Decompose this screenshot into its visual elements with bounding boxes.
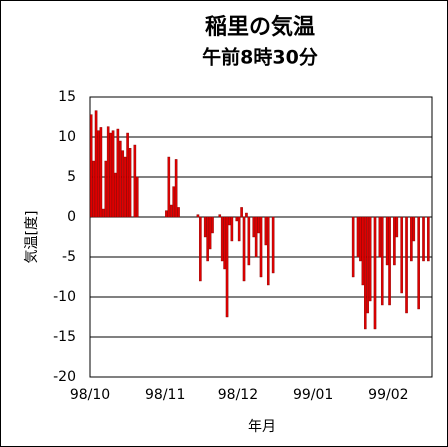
bar bbox=[373, 216, 377, 330]
bar bbox=[385, 216, 389, 266]
bar bbox=[405, 216, 408, 314]
bar bbox=[395, 216, 399, 238]
y-tick-label: 0 bbox=[67, 209, 76, 225]
bar bbox=[242, 216, 246, 282]
y-axis-label: 気温[度] bbox=[24, 211, 40, 264]
bar bbox=[109, 132, 112, 218]
bar bbox=[252, 216, 256, 238]
bar bbox=[174, 159, 178, 218]
bar bbox=[196, 214, 200, 218]
chart-subtitle: 午前8時30分 bbox=[202, 46, 318, 69]
chart-title: 稲里の気温 bbox=[205, 14, 315, 40]
bar bbox=[366, 216, 370, 314]
bar bbox=[102, 208, 105, 218]
bar bbox=[259, 216, 263, 278]
bar bbox=[393, 216, 396, 266]
y-tick-label: -10 bbox=[53, 289, 76, 305]
x-tick-label: 99/02 bbox=[368, 387, 408, 403]
bar bbox=[106, 126, 110, 218]
bar bbox=[177, 207, 180, 218]
bar bbox=[359, 216, 362, 262]
bar bbox=[111, 130, 115, 218]
bar bbox=[121, 150, 125, 218]
bar bbox=[378, 216, 382, 258]
x-tick-label: 98/12 bbox=[218, 387, 258, 403]
x-tick-label: 98/11 bbox=[145, 387, 185, 403]
bar bbox=[126, 132, 129, 218]
bar bbox=[368, 216, 372, 302]
bar bbox=[356, 216, 360, 258]
bar bbox=[99, 127, 103, 218]
bar bbox=[240, 207, 243, 218]
bar bbox=[211, 216, 214, 234]
bar bbox=[206, 216, 209, 262]
y-tick-label: -15 bbox=[53, 329, 76, 345]
y-tick-label: -20 bbox=[53, 369, 76, 385]
bar bbox=[97, 130, 100, 218]
bar bbox=[410, 216, 413, 262]
bar bbox=[417, 216, 420, 310]
bar bbox=[203, 216, 207, 238]
bar bbox=[400, 216, 403, 294]
bar bbox=[228, 216, 231, 226]
bar bbox=[220, 216, 224, 262]
bar bbox=[208, 216, 212, 250]
bar bbox=[133, 144, 137, 218]
bar bbox=[264, 216, 268, 246]
bar bbox=[199, 216, 202, 282]
bar bbox=[257, 216, 260, 234]
x-tick-label: 98/10 bbox=[70, 387, 110, 403]
bar bbox=[119, 140, 122, 218]
bar bbox=[380, 216, 384, 306]
bar bbox=[427, 216, 430, 262]
bar bbox=[266, 216, 270, 286]
bar bbox=[104, 160, 108, 218]
bar bbox=[128, 147, 132, 218]
bar bbox=[218, 214, 222, 218]
bar bbox=[351, 216, 355, 278]
bar bbox=[123, 156, 127, 218]
bar bbox=[89, 114, 93, 218]
bar bbox=[172, 186, 175, 218]
y-tick-label: -5 bbox=[62, 249, 76, 265]
bar bbox=[136, 176, 139, 218]
bar bbox=[271, 216, 275, 274]
bar bbox=[116, 128, 120, 218]
bar bbox=[114, 172, 117, 218]
bar bbox=[388, 216, 391, 306]
bar bbox=[167, 156, 171, 218]
bar bbox=[254, 216, 258, 258]
y-tick-label: 5 bbox=[67, 169, 76, 185]
y-tick-label: 15 bbox=[58, 89, 76, 105]
bar bbox=[361, 216, 365, 286]
x-axis-label: 年月 bbox=[248, 419, 276, 435]
bar bbox=[364, 216, 367, 330]
bar bbox=[94, 110, 98, 218]
bar bbox=[223, 216, 226, 270]
bar bbox=[169, 204, 173, 218]
y-tick-label: 10 bbox=[58, 129, 76, 145]
bar bbox=[92, 160, 95, 218]
bar bbox=[165, 210, 168, 218]
bar bbox=[230, 216, 234, 242]
bar bbox=[247, 216, 251, 266]
bar bbox=[235, 216, 239, 222]
x-tick-label: 99/01 bbox=[293, 387, 333, 403]
bar bbox=[237, 216, 241, 242]
bar bbox=[412, 216, 416, 242]
bar bbox=[225, 216, 229, 318]
bar bbox=[422, 216, 425, 262]
bar bbox=[245, 212, 248, 218]
